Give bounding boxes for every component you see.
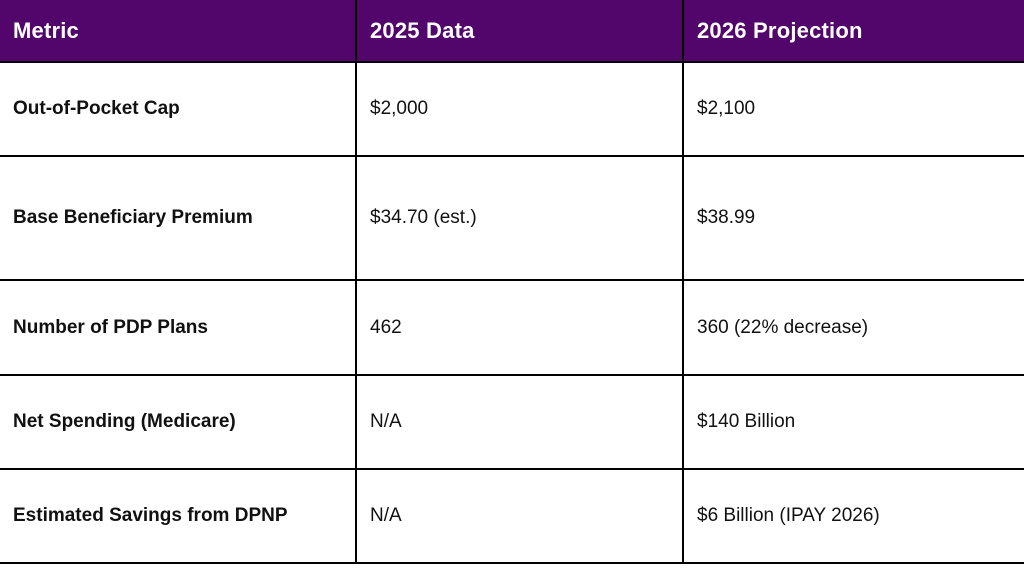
metric-cell: Out-of-Pocket Cap <box>0 61 357 157</box>
table-row: Base Beneficiary Premium $34.70 (est.) $… <box>0 155 1024 281</box>
value-2026-cell: $6 Billion (IPAY 2026) <box>682 468 1024 564</box>
metric-cell: Net Spending (Medicare) <box>0 374 357 470</box>
metric-cell: Number of PDP Plans <box>0 279 357 376</box>
value-2025-cell: N/A <box>355 468 684 564</box>
table-row: Out-of-Pocket Cap $2,000 $2,100 <box>0 61 1024 157</box>
value-2025-cell: N/A <box>355 374 684 470</box>
header-metric: Metric <box>0 0 357 63</box>
table-row: Net Spending (Medicare) N/A $140 Billion <box>0 374 1024 470</box>
table-row: Number of PDP Plans 462 360 (22% decreas… <box>0 279 1024 376</box>
table-header: Metric 2025 Data 2026 Projection <box>0 0 1024 63</box>
value-2025-cell: $34.70 (est.) <box>355 155 684 281</box>
metric-cell: Base Beneficiary Premium <box>0 155 357 281</box>
value-2025-cell: $2,000 <box>355 61 684 157</box>
value-2025-cell: 462 <box>355 279 684 376</box>
value-2026-cell: 360 (22% decrease) <box>682 279 1024 376</box>
header-row: Metric 2025 Data 2026 Projection <box>0 0 1024 63</box>
table-row: Estimated Savings from DPNP N/A $6 Billi… <box>0 468 1024 564</box>
value-2026-cell: $2,100 <box>682 61 1024 157</box>
value-2026-cell: $38.99 <box>682 155 1024 281</box>
header-2026-projection: 2026 Projection <box>682 0 1024 63</box>
value-2026-cell: $140 Billion <box>682 374 1024 470</box>
header-2025-data: 2025 Data <box>355 0 684 63</box>
table-body: Out-of-Pocket Cap $2,000 $2,100 Base Ben… <box>0 61 1024 564</box>
metric-cell: Estimated Savings from DPNP <box>0 468 357 564</box>
